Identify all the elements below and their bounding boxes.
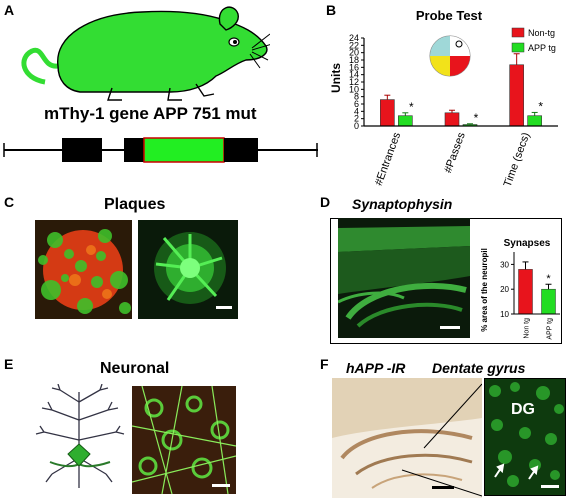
chart-title: Synapses	[504, 238, 551, 249]
x-tick-label: Time (secs)	[502, 131, 533, 189]
y-tick-label: 12	[349, 77, 359, 87]
y-tick-label: 20	[500, 285, 509, 294]
y-tick-label: 30	[500, 260, 509, 269]
dentate-gyrus-title: Dentate gyrus	[432, 360, 526, 376]
y-axis-label: % area of the neuropil	[480, 248, 489, 332]
bar	[518, 269, 533, 315]
bar	[541, 288, 556, 315]
y-axis-label: Units	[329, 63, 343, 93]
x-tick-label: Non tg	[524, 318, 531, 339]
y-tick-label: 6	[354, 99, 359, 109]
water-maze-icon	[429, 35, 471, 77]
dg-label: DG	[511, 401, 535, 418]
y-tick-label: 20	[349, 48, 359, 58]
panel-label-b: B	[326, 2, 337, 18]
y-tick-label: 10	[500, 310, 509, 319]
scale-bar	[212, 484, 230, 487]
x-tick-label: #Entrances	[373, 130, 403, 187]
gene-construct-title: mThy-1 gene APP 751 mut	[44, 104, 257, 123]
panel-label-f: F	[320, 356, 329, 372]
probe-test-chart: Probe Test Units *** 0246810121416182022…	[329, 8, 558, 189]
significance-marker: *	[409, 100, 414, 114]
dentate-gyrus-inset: DG	[484, 378, 566, 496]
y-tick-label: 22	[349, 40, 359, 50]
exon-block-3	[224, 138, 258, 162]
legend-label: APP tg	[528, 43, 556, 53]
synapses-chart: Synapses % area of the neuropil * 10 20 30…	[480, 238, 560, 340]
y-tick-label: 10	[349, 84, 359, 94]
panel-label-d: D	[320, 194, 331, 210]
y-tick-label: 24	[349, 33, 359, 43]
scale-bar	[432, 486, 454, 489]
significance-marker: *	[546, 273, 551, 285]
happ-ir-micrograph	[332, 378, 482, 498]
exon-block-1	[62, 138, 102, 162]
scale-bar	[440, 326, 460, 329]
bar	[398, 115, 413, 127]
exon-block-2	[124, 138, 144, 162]
bar	[444, 112, 460, 127]
y-tick-label: 16	[349, 62, 359, 72]
y-tick-label: 14	[349, 70, 359, 80]
bar	[509, 64, 524, 127]
happ-ir-title: hAPP -IR	[346, 360, 406, 376]
scale-bar	[216, 306, 232, 309]
significance-marker: *	[474, 111, 479, 125]
plaques-title: Plaques	[104, 196, 166, 213]
synaptophysin-micrograph	[338, 218, 470, 338]
legend-swatch	[511, 42, 525, 53]
gene-construct-diagram	[3, 137, 318, 163]
neuronal-title: Neuronal	[100, 360, 170, 377]
legend-swatch	[511, 27, 525, 38]
plaque-micrograph-green	[138, 220, 238, 319]
synaptophysin-title: Synaptophysin	[352, 196, 453, 212]
y-tick-label: 8	[354, 92, 359, 102]
panel-label-c: C	[4, 194, 15, 210]
y-tick-label: 2	[354, 114, 359, 124]
bar	[380, 99, 395, 127]
panel-label-e: E	[4, 356, 14, 372]
x-tick-label: hAPP tg	[547, 318, 554, 340]
bar	[527, 115, 542, 127]
neuronal-micrograph	[132, 386, 236, 494]
significance-marker: *	[538, 99, 543, 113]
mouse-illustration	[21, 6, 270, 101]
plaque-micrograph-red-green	[35, 220, 132, 319]
y-tick-label: 4	[354, 106, 359, 116]
legend-label: Non-tg	[528, 28, 555, 38]
chart-title: Probe Test	[416, 8, 483, 23]
y-tick-label: 18	[349, 55, 359, 65]
panel-label-a: A	[4, 2, 15, 18]
dentate-gyrus-micrograph	[485, 379, 565, 495]
x-tick-label: #Passes	[442, 130, 468, 174]
neuron-diagram	[35, 384, 125, 488]
y-tick-label: 0	[354, 121, 359, 131]
scale-bar	[541, 485, 559, 488]
app-insert-block	[143, 137, 225, 163]
